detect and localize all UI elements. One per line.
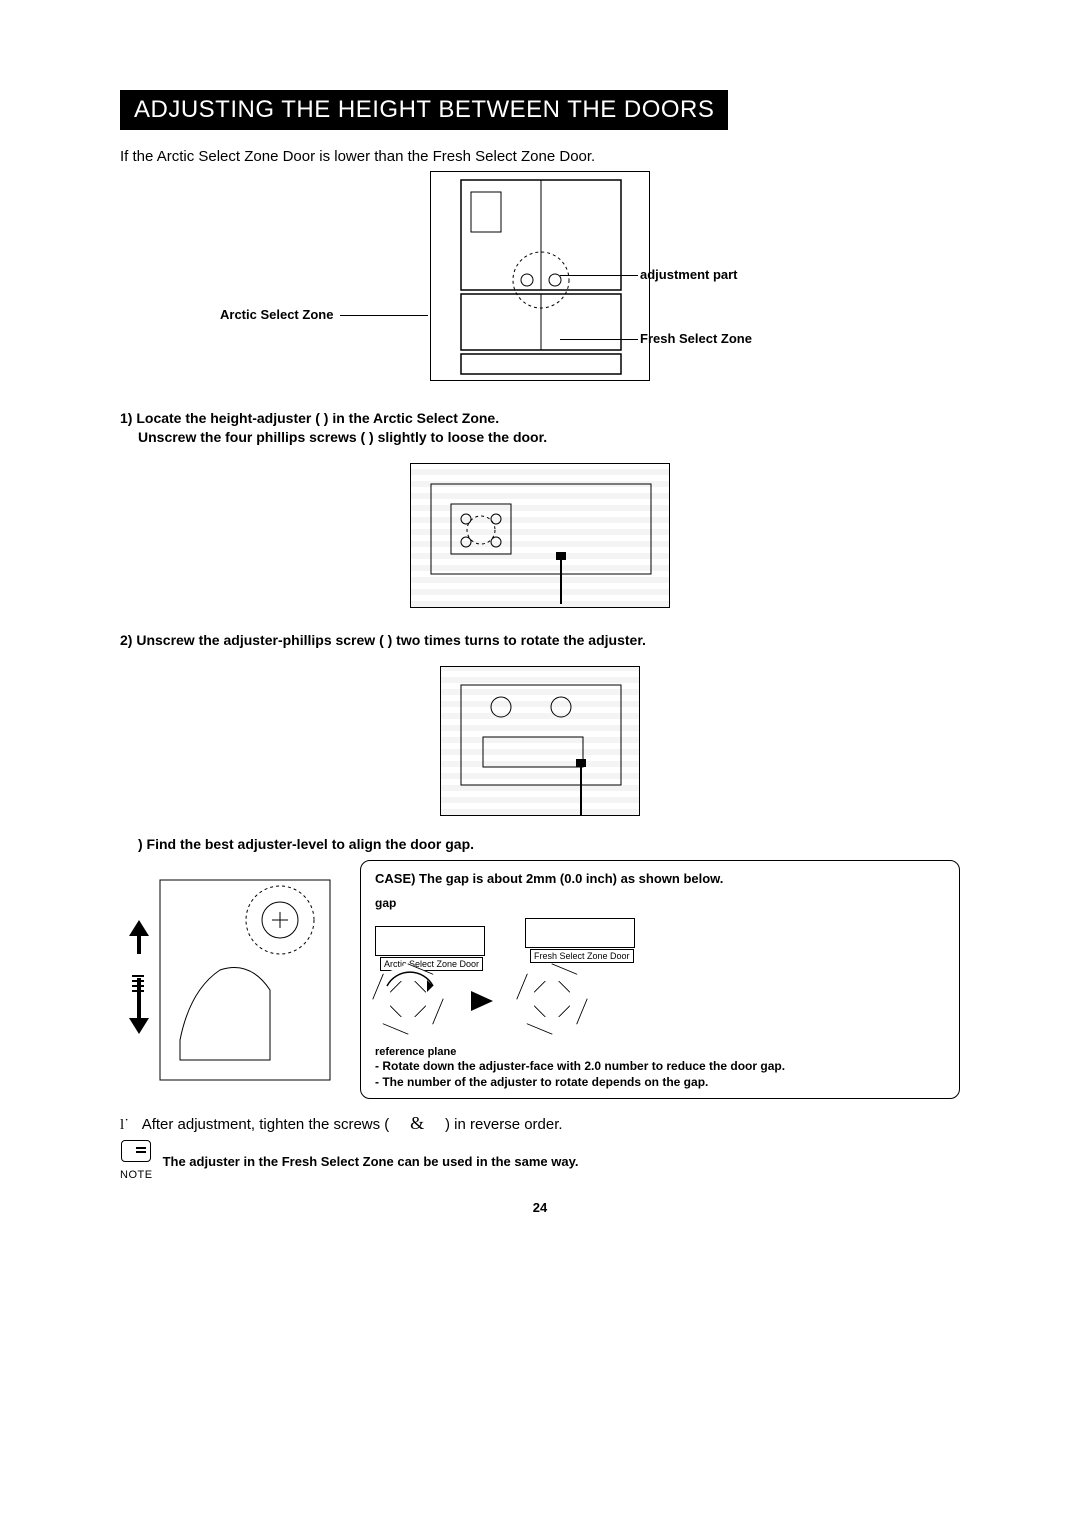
label-fresh-zone: Fresh Select Zone xyxy=(640,331,752,346)
ampersand: & xyxy=(410,1113,424,1133)
note-icon xyxy=(121,1140,151,1162)
mechanism-illustration-2 xyxy=(441,667,641,817)
case-box: CASE) The gap is about 2mm (0.0 inch) as… xyxy=(360,860,960,1099)
note-row: NOTE The adjuster in the Fresh Select Zo… xyxy=(120,1140,960,1182)
gap-label: gap xyxy=(375,896,396,910)
after-adjustment-line: l˙ After adjustment, tighten the screws … xyxy=(120,1113,960,1134)
intro-text: If the Arctic Select Zone Door is lower … xyxy=(120,148,960,165)
step-3: ) Find the best adjuster-level to align … xyxy=(138,836,960,852)
page-number: 24 xyxy=(120,1200,960,1215)
after-text-a: After adjustment, tighten the screws ( xyxy=(142,1116,390,1133)
figure-step1 xyxy=(120,453,960,623)
reference-plane-label: reference plane xyxy=(375,1046,945,1058)
mechanism-illustration-1 xyxy=(411,464,671,609)
step-1-line-b: Unscrew the four phillips screws ( ) sli… xyxy=(120,428,960,447)
label-arctic-zone: Arctic Select Zone xyxy=(220,307,333,322)
door-gap-diagram: Arctic Select Zone Door Fresh Select Zon… xyxy=(375,918,945,956)
step-2: 2) Unscrew the adjuster-phillips screw (… xyxy=(120,631,960,650)
figure-step2 xyxy=(120,656,960,826)
case-section: CASE) The gap is about 2mm (0.0 inch) as… xyxy=(120,860,960,1099)
after-text-b: ) in reverse order. xyxy=(445,1116,563,1133)
hand-adjust-illustration xyxy=(120,860,350,1095)
adjuster-rotation-diagram xyxy=(375,966,945,1036)
step-1-line-a: 1) Locate the height-adjuster ( ) in the… xyxy=(120,410,499,426)
fridge-illustration xyxy=(431,172,651,382)
page-title: ADJUSTING THE HEIGHT BETWEEN THE DOORS xyxy=(120,90,728,130)
label-fresh-door: Fresh Select Zone Door xyxy=(530,949,634,963)
case-title: CASE) The gap is about 2mm (0.0 inch) as… xyxy=(375,871,945,886)
right-arrow-icon xyxy=(471,991,493,1011)
case-left-figure xyxy=(120,860,350,1095)
updown-arrow-icon xyxy=(128,920,150,1040)
bullet-glyph: l˙ xyxy=(120,1117,129,1133)
figure-fridge: adjustment part Arctic Select Zone Fresh… xyxy=(120,171,960,401)
note-label: NOTE xyxy=(120,1169,153,1181)
label-adjustment-part: adjustment part xyxy=(640,267,738,282)
rotate-arrow-icon xyxy=(375,966,445,1036)
note-text: The adjuster in the Fresh Select Zone ca… xyxy=(163,1154,579,1169)
case-note-2: - The number of the adjuster to rotate d… xyxy=(375,1074,945,1090)
case-note-1: - Rotate down the adjuster-face with 2.0… xyxy=(375,1058,945,1074)
step-1: 1) Locate the height-adjuster ( ) in the… xyxy=(120,409,960,447)
